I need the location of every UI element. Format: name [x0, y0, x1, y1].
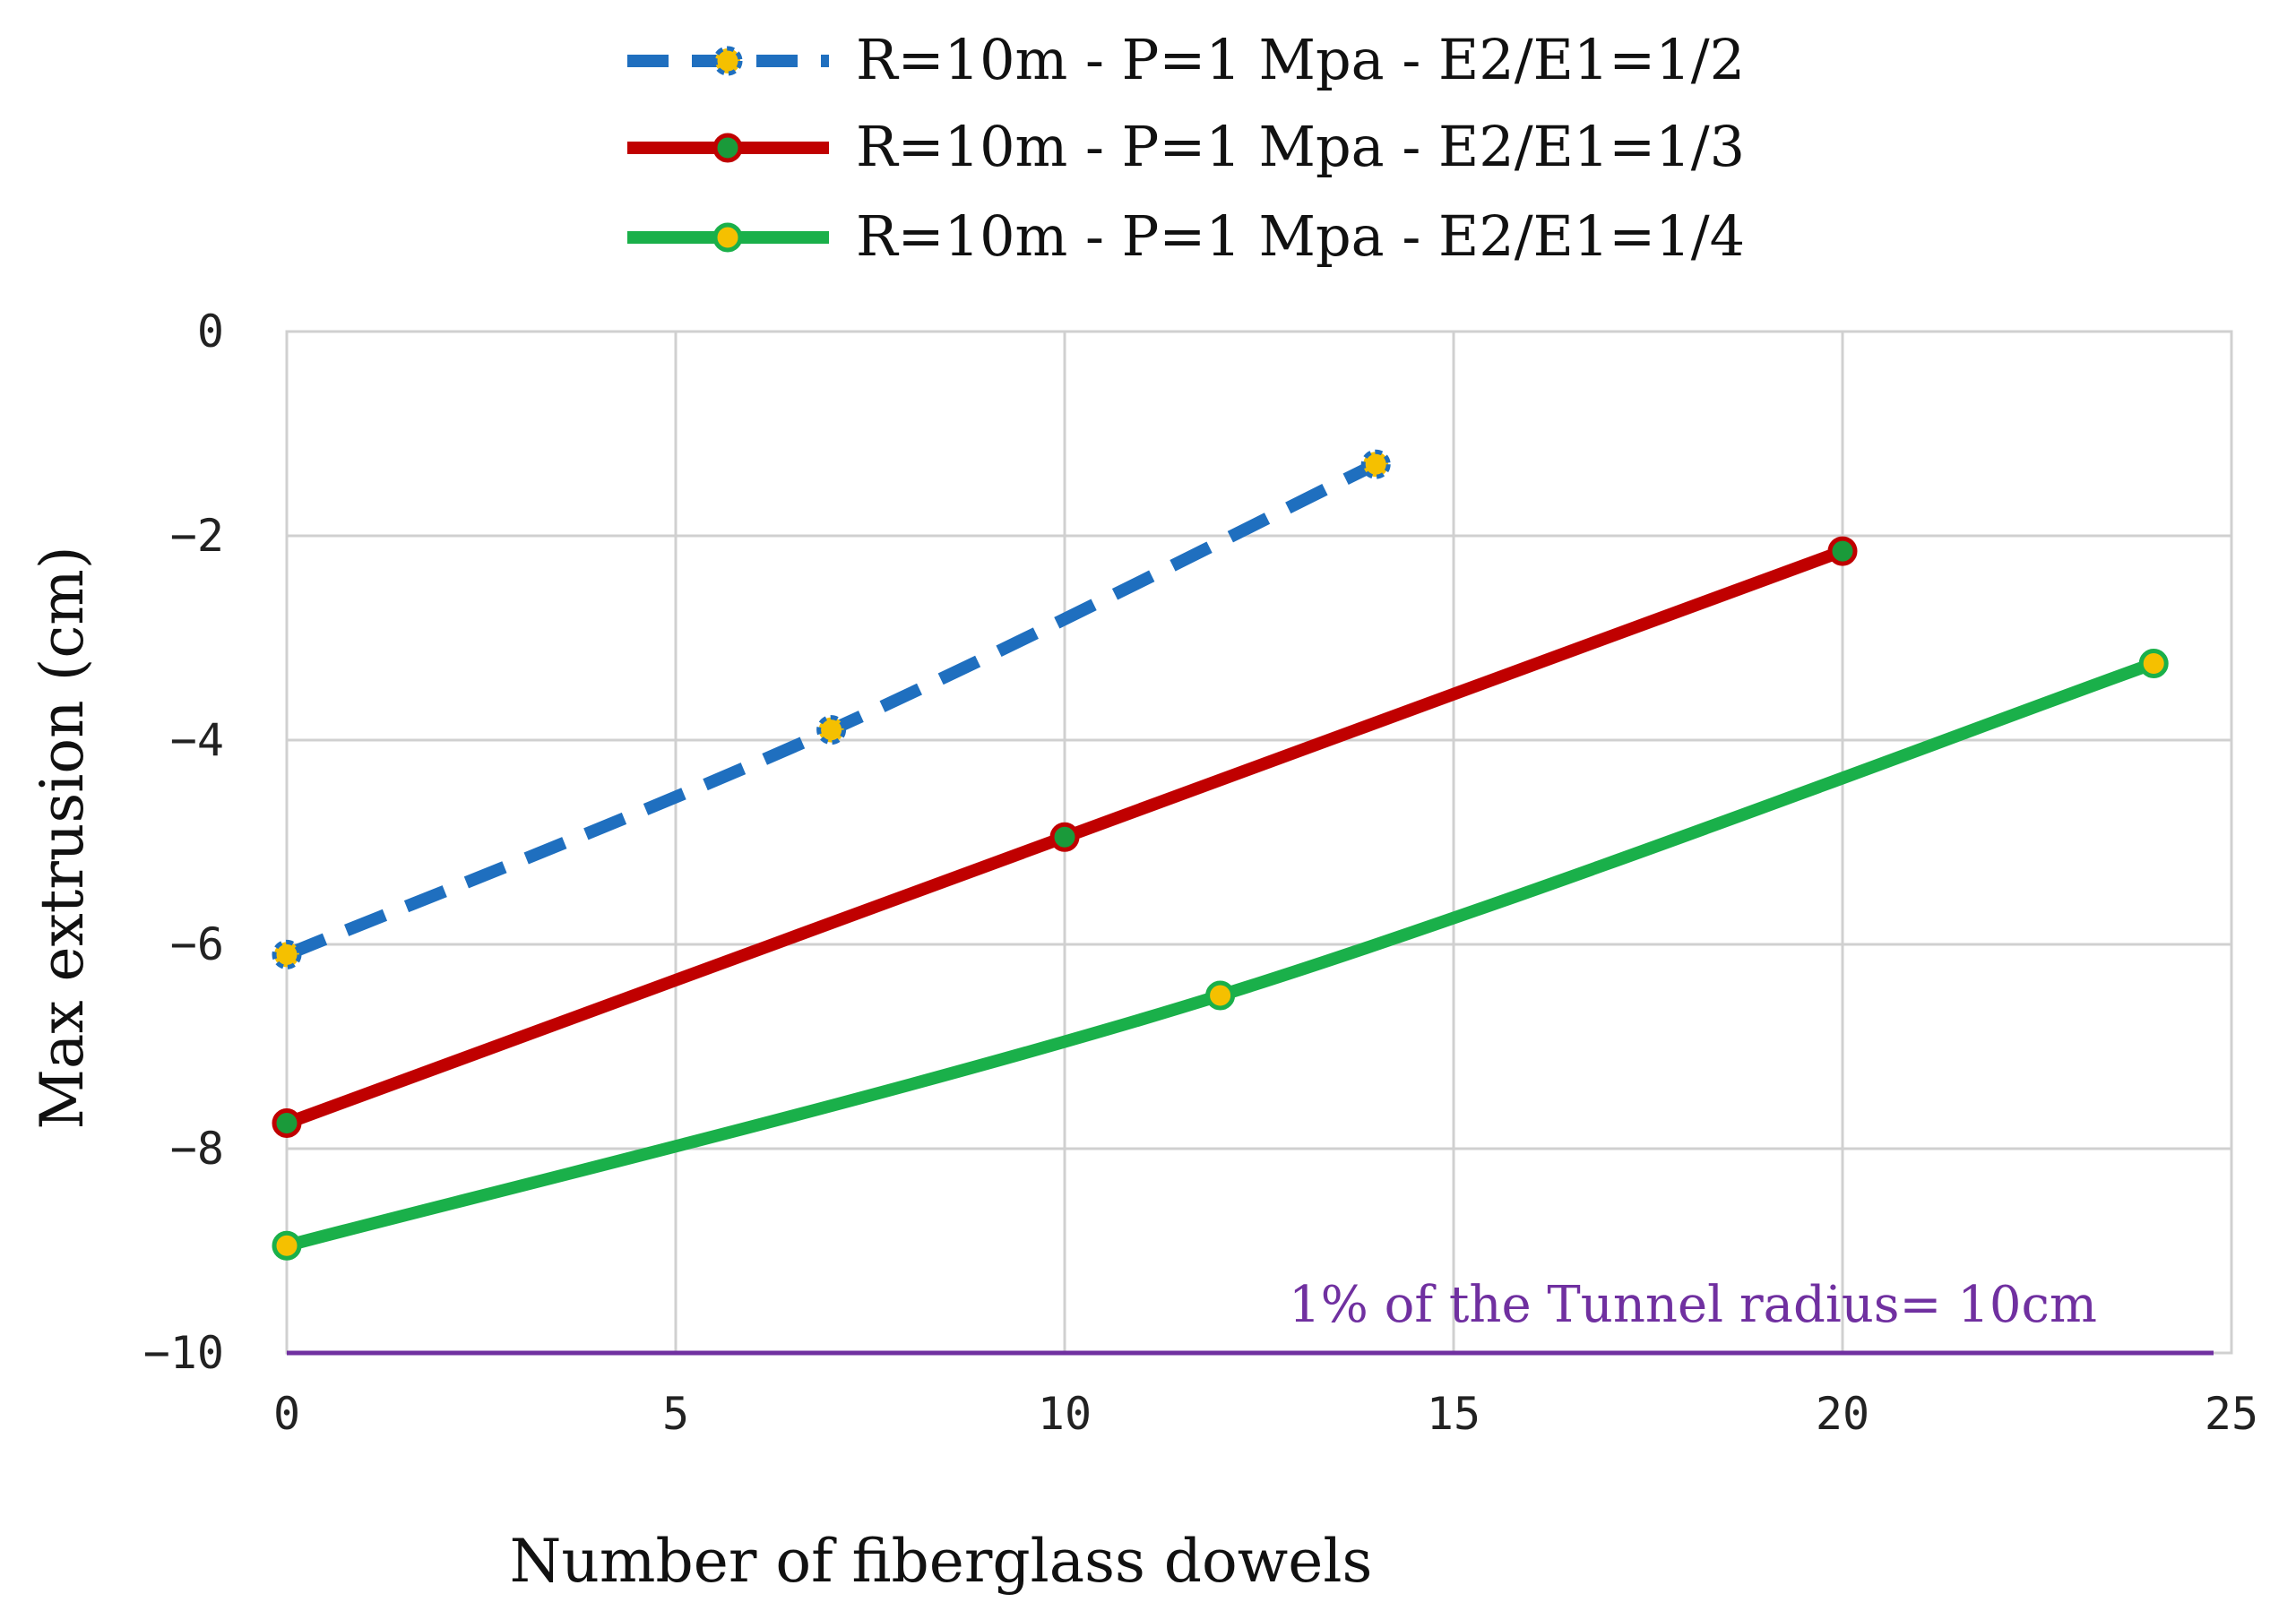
grid	[285, 330, 2233, 1355]
legend-label-2: R=10m - P=1 Mpa - E2/E1=1/3	[856, 114, 1745, 179]
series-3-point	[2138, 649, 2169, 678]
series-3-point	[1205, 980, 1236, 1011]
series-line-1	[284, 458, 1379, 961]
y-tick-label: −8	[170, 1123, 224, 1175]
y-tick-label: −4	[170, 714, 224, 766]
y-tick-label: 0	[197, 306, 224, 358]
series-2-point	[272, 1108, 302, 1138]
y-axis-title: Max extrusion (cm)	[28, 546, 97, 1129]
series-1-point	[272, 939, 302, 969]
tick-labels: 0 5 10 15 20 25 0 −2 −4 −6 −8 −10	[143, 306, 2258, 1440]
series-1-point	[816, 715, 847, 745]
y-tick-label: −2	[170, 510, 224, 562]
series-2-point	[1049, 822, 1080, 852]
y-tick-label: −6	[170, 918, 224, 970]
x-tick-label: 15	[1427, 1388, 1480, 1440]
y-tick-label: −10	[143, 1327, 224, 1379]
legend-marker-1	[712, 46, 743, 76]
series-group	[272, 449, 2169, 1261]
legend-marker-3	[712, 222, 743, 253]
series-line-3	[285, 657, 2156, 1253]
series-2-point	[1827, 536, 1858, 566]
legend-label-1: R=10m - P=1 Mpa - E2/E1=1/2	[856, 27, 1745, 92]
series-3-point	[272, 1230, 302, 1261]
x-tick-label: 10	[1038, 1388, 1092, 1440]
x-tick-label: 5	[662, 1388, 689, 1440]
legend-marker-2	[712, 133, 743, 163]
x-tick-label: 25	[2205, 1388, 2258, 1440]
plot-frame	[285, 330, 2233, 1355]
legend-label-3: R=10m - P=1 Mpa - E2/E1=1/4	[856, 203, 1745, 269]
x-tick-label: 0	[273, 1388, 300, 1440]
x-tick-label: 20	[1816, 1388, 1869, 1440]
reference-line-label: 1% of the Tunnel radius= 10cm	[1289, 1276, 2097, 1334]
reference-line-group: 1% of the Tunnel radius= 10cm	[287, 1276, 2214, 1356]
x-axis-title: Number of fiberglass dowels	[510, 1527, 1373, 1596]
series-1-point	[1360, 449, 1391, 479]
legend: R=10m - P=1 Mpa - E2/E1=1/2 R=10m - P=1 M…	[627, 27, 1745, 269]
